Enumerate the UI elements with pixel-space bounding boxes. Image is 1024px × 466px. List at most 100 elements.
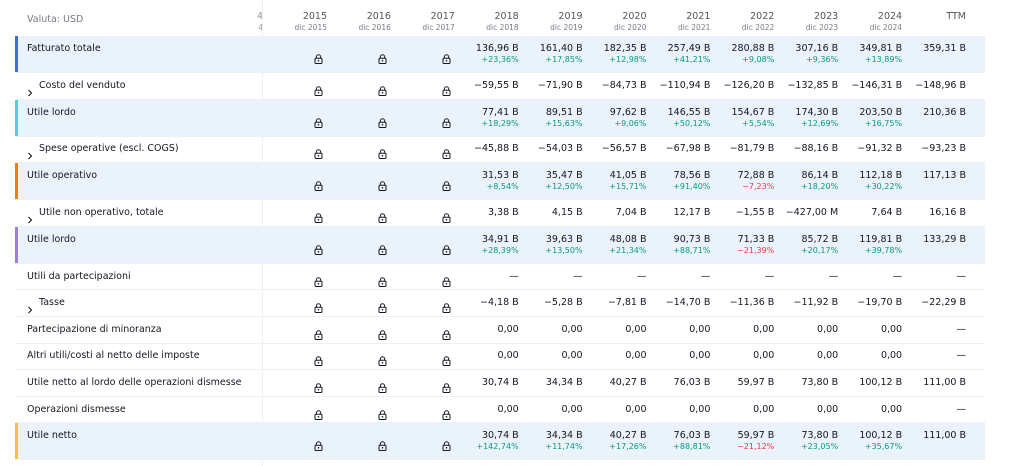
cell-value: 30,74 B bbox=[481, 376, 519, 388]
cell-value: 0,00 bbox=[753, 323, 775, 335]
cell-value: −5,28 B bbox=[543, 297, 583, 309]
cell-value: 0,00 bbox=[817, 350, 839, 362]
cell-value: 161,40 B bbox=[539, 43, 583, 54]
cell-value: 0,00 bbox=[689, 323, 711, 335]
row-accent bbox=[15, 226, 18, 263]
row-accent bbox=[15, 163, 18, 200]
ttm-value: 117,13 B bbox=[923, 170, 966, 182]
lock-icon bbox=[378, 272, 387, 287]
cell-value: −146,31 B bbox=[851, 79, 903, 91]
cell-value: 35,47 B bbox=[545, 170, 583, 182]
cell-value: 0,00 bbox=[689, 350, 711, 362]
cell-value: −81,79 B bbox=[729, 143, 775, 155]
lock-icon bbox=[442, 272, 451, 287]
cell-change: +21,34% bbox=[609, 245, 647, 255]
row-label: Utile netto al lordo delle operazioni di… bbox=[27, 376, 242, 388]
cell-value: 73,80 B bbox=[801, 430, 839, 442]
cell-value: −14,70 B bbox=[665, 297, 711, 309]
expand-chevron[interactable] bbox=[27, 209, 33, 228]
cell-change: +39,78% bbox=[864, 245, 903, 255]
lock-icon bbox=[442, 240, 451, 255]
cell-value: 203,50 B bbox=[859, 106, 903, 118]
cell-value: 7,64 B bbox=[871, 206, 903, 218]
cell-change: −21,12% bbox=[737, 442, 775, 452]
cell-value: 59,97 B bbox=[737, 430, 775, 442]
cell-value: 0,00 bbox=[880, 403, 903, 415]
cell-value: 0,00 bbox=[561, 350, 583, 362]
cell-value: 154,67 B bbox=[731, 106, 775, 118]
ttm-value: 210,36 B bbox=[923, 106, 966, 118]
cell-value: −59,55 B bbox=[473, 79, 519, 91]
cell-change: +5,54% bbox=[742, 118, 775, 128]
ttm-value: 359,31 B bbox=[923, 43, 966, 54]
cell-value: — bbox=[892, 270, 903, 282]
cell-change: +18,29% bbox=[481, 118, 519, 128]
table-row: Tasse −4,18 B −5,28 B −7,81 B −14,70 B −11,36… bbox=[15, 290, 985, 317]
cell-change: +35,67% bbox=[864, 442, 903, 452]
cell-change: +13,89% bbox=[864, 55, 903, 64]
cell-value: 89,51 B bbox=[545, 106, 583, 118]
lock-icon bbox=[378, 325, 387, 340]
cell-value: 349,81 B bbox=[859, 43, 903, 54]
cell-value: — bbox=[509, 270, 519, 282]
lock-icon bbox=[314, 298, 323, 314]
row-accent bbox=[15, 423, 18, 460]
row-label: Fatturato totale bbox=[27, 43, 101, 54]
cell-value: 3,38 B bbox=[487, 206, 519, 218]
cell-value: 0,00 bbox=[561, 323, 583, 335]
table-row: Utile operativo 31,53 B +8,54% 35,47 B +12,5… bbox=[15, 163, 985, 201]
cell-value: 0,00 bbox=[625, 350, 647, 362]
table-row: Spese operative (escl. COGS) −45,88 B −54,… bbox=[15, 137, 985, 164]
column-year: 2021 bbox=[686, 11, 711, 22]
table-row: Costo del venduto −59,55 B −71,90 B −84,73 … bbox=[15, 73, 985, 100]
cell-change: +13,50% bbox=[545, 245, 583, 255]
table-row: Utili da partecipazioni — — — — — — — — bbox=[15, 264, 985, 291]
expand-chevron[interactable] bbox=[27, 145, 33, 164]
cell-value: 0,00 bbox=[497, 350, 519, 362]
row-label: Tasse bbox=[39, 297, 65, 309]
cell-value: 90,73 B bbox=[673, 233, 711, 245]
cell-value: 34,34 B bbox=[545, 430, 583, 442]
cell-value: 76,03 B bbox=[673, 376, 711, 388]
lock-icon bbox=[378, 405, 387, 420]
cell-value: 257,49 B bbox=[667, 43, 711, 54]
ttm-value: — bbox=[956, 323, 967, 335]
cell-value: 0,00 bbox=[817, 403, 839, 415]
row-label: Utile lordo bbox=[27, 233, 76, 245]
row-label: Costo del venduto bbox=[39, 79, 126, 91]
lock-icon bbox=[314, 325, 323, 340]
lock-icon bbox=[378, 298, 387, 314]
table-row: Utile lordo 77,41 B +18,29% 89,51 B +15,63% 9… bbox=[15, 99, 985, 137]
expand-chevron[interactable] bbox=[27, 299, 33, 318]
lock-icon bbox=[314, 272, 323, 287]
cell-value: 40,27 B bbox=[609, 376, 647, 388]
cell-value: 146,55 B bbox=[667, 106, 711, 118]
lock-icon bbox=[314, 405, 323, 420]
cell-change: +12,98% bbox=[609, 55, 647, 64]
cell-change: −7,23% bbox=[742, 182, 775, 192]
cell-value: 59,97 B bbox=[737, 376, 775, 388]
cell-change: +23,05% bbox=[800, 442, 839, 452]
cell-change: +9,08% bbox=[742, 55, 775, 64]
cell-value: −71,90 B bbox=[537, 79, 583, 91]
lock-icon bbox=[314, 208, 323, 223]
cell-change: +30,22% bbox=[864, 182, 903, 192]
cell-value: 7,04 B bbox=[615, 206, 647, 218]
expand-chevron[interactable] bbox=[27, 82, 33, 101]
column-year: 2020 bbox=[622, 11, 647, 22]
lock-icon bbox=[378, 144, 387, 160]
cell-change: +88,71% bbox=[673, 245, 711, 255]
cell-change: +15,71% bbox=[609, 182, 647, 192]
row-label: Altri utili/costi al netto delle imposte bbox=[27, 350, 200, 362]
lock-icon bbox=[442, 144, 451, 160]
lock-icon bbox=[442, 325, 451, 340]
cell-value: −126,20 B bbox=[723, 79, 775, 91]
table-row: Utile netto 30,74 B +142,74% 34,34 B +11,74%… bbox=[15, 423, 985, 461]
cell-change: +9,06% bbox=[614, 118, 647, 128]
cell-value: 12,17 B bbox=[673, 206, 711, 218]
cell-change: +11,74% bbox=[545, 442, 583, 452]
cell-value: −56,57 B bbox=[601, 143, 647, 155]
lock-icon bbox=[378, 81, 387, 96]
table-row: Fatturato totale 136,96 B +23,36% 161,40 B +… bbox=[15, 36, 985, 73]
